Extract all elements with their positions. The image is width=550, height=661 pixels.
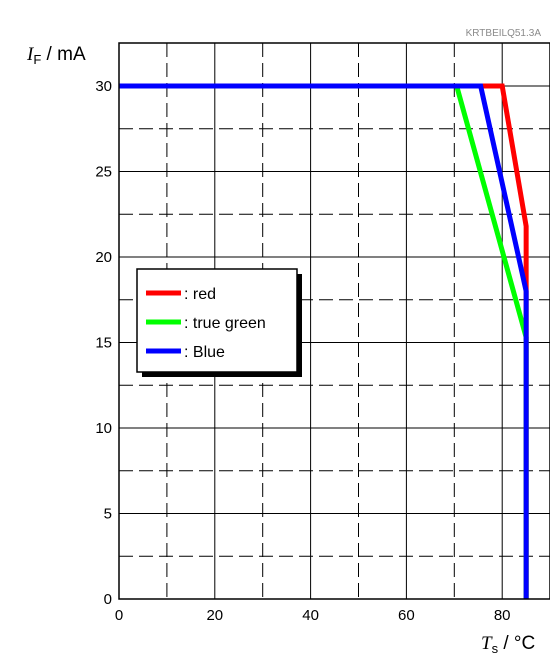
x-tick-label: 80	[494, 607, 511, 624]
x-tick-labels: 0 20 40 60 80	[115, 607, 511, 624]
series-group	[119, 83, 529, 599]
y-tick-label: 0	[104, 591, 112, 608]
x-tick-label: 20	[206, 607, 223, 624]
x-axis-symbol: T	[481, 633, 493, 654]
y-tick-label: 5	[104, 506, 112, 523]
y-axis-symbol: I	[26, 44, 35, 65]
x-axis-subscript: s	[492, 641, 499, 656]
legend-label-red: : red	[184, 286, 216, 303]
y-tick-label: 30	[95, 78, 112, 95]
legend-label-true-green: : true green	[184, 315, 266, 332]
y-axis-unit: / mA	[41, 44, 86, 65]
y-tick-label: 20	[95, 249, 112, 266]
y-tick-label: 25	[95, 164, 112, 181]
figure-code: KRTBEILQ51.3A	[466, 28, 542, 39]
series-line-blue	[119, 83, 529, 599]
x-tick-label: 60	[398, 607, 415, 624]
y-tick-labels: 0 5 10 15 20 25 30	[95, 78, 112, 608]
y-axis-label: IF / mA	[26, 44, 86, 67]
y-tick-label: 10	[95, 420, 112, 437]
x-tick-label: 0	[115, 607, 123, 624]
plot-frame	[118, 42, 550, 600]
x-axis-unit: / °C	[498, 633, 535, 654]
x-tick-label: 40	[302, 607, 319, 624]
legend-label-blue: : Blue	[184, 344, 225, 361]
y-tick-label: 15	[95, 335, 112, 352]
y-axis-subscript: F	[33, 52, 41, 67]
legend: : red : true green : Blue	[136, 268, 302, 377]
x-axis-label: Ts / °C	[481, 633, 535, 656]
